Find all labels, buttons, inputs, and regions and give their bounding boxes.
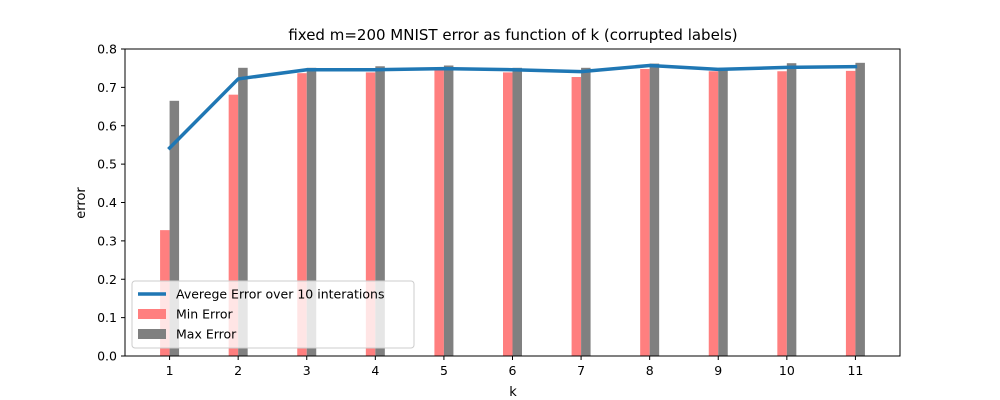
legend-box bbox=[131, 280, 415, 349]
y-tick-label: 0.3 bbox=[97, 233, 117, 248]
bar-max-error-8 bbox=[649, 63, 660, 357]
bar-max-error-2 bbox=[238, 67, 248, 357]
bar-min-error-2 bbox=[228, 94, 239, 356]
y-tick-label: 0.5 bbox=[97, 157, 117, 172]
x-axis: 1 2 3 4 5 6 7 8 9 10 11 bbox=[166, 356, 863, 378]
bar-min-error-3 bbox=[297, 73, 307, 357]
y-axis-label: error bbox=[74, 187, 89, 219]
bar-max-error-9 bbox=[718, 67, 728, 357]
line-layer bbox=[167, 63, 858, 151]
legend: Averege Error over 10 interations Min Err… bbox=[131, 280, 415, 349]
legend-label-max-error: Max Error bbox=[176, 327, 237, 342]
bar-max-error-10 bbox=[786, 63, 797, 356]
y-tick-label: 0.0 bbox=[97, 349, 117, 364]
x-tick-label: 2 bbox=[234, 363, 242, 378]
chart-title: fixed m=200 MNIST error as function of k… bbox=[288, 26, 737, 44]
bar-min-error-4 bbox=[365, 72, 376, 356]
x-tick-label: 11 bbox=[847, 363, 863, 378]
x-tick-label: 7 bbox=[577, 363, 585, 378]
legend-label-min-error: Min Error bbox=[176, 307, 233, 322]
y-axis: 0.0 0.1 0.2 0.3 0.4 0.5 0.6 0.7 0.8 bbox=[97, 42, 125, 364]
x-tick-label: 1 bbox=[166, 363, 174, 378]
bar-min-error-6 bbox=[503, 72, 513, 356]
x-tick-label: 3 bbox=[303, 363, 311, 378]
x-tick-label: 8 bbox=[646, 363, 654, 378]
x-tick-label: 10 bbox=[779, 363, 795, 378]
bar-min-error-10 bbox=[777, 71, 787, 356]
bar-min-error-5 bbox=[434, 70, 444, 356]
legend-swatch-max-error bbox=[138, 329, 166, 339]
y-tick-label: 0.4 bbox=[97, 195, 117, 210]
series-line-average-error bbox=[167, 63, 858, 151]
x-axis-label: k bbox=[509, 385, 517, 400]
bar-min-error-11 bbox=[845, 70, 856, 356]
x-tick-label: 9 bbox=[714, 363, 722, 378]
bar-min-error-9 bbox=[708, 71, 719, 356]
bar-min-error-7 bbox=[571, 77, 582, 357]
bar-max-error-6 bbox=[512, 67, 522, 357]
y-tick-label: 0.2 bbox=[97, 272, 117, 287]
bar-max-error-4 bbox=[375, 66, 385, 357]
y-tick-label: 0.1 bbox=[97, 310, 117, 325]
legend-swatch-min-error bbox=[138, 309, 166, 319]
legend-label-averege-error-over-10-interations: Averege Error over 10 interations bbox=[176, 287, 384, 302]
bars-layer bbox=[160, 62, 865, 357]
bar-max-error-5 bbox=[443, 65, 454, 356]
x-tick-label: 5 bbox=[440, 363, 448, 378]
y-tick-label: 0.6 bbox=[97, 118, 117, 133]
y-tick-label: 0.7 bbox=[97, 80, 117, 95]
bar-max-error-11 bbox=[855, 62, 865, 356]
x-tick-label: 4 bbox=[371, 363, 379, 378]
bar-max-error-7 bbox=[581, 67, 591, 357]
bar-max-error-1 bbox=[169, 100, 180, 357]
y-tick-label: 0.8 bbox=[97, 42, 117, 57]
x-tick-label: 6 bbox=[509, 363, 517, 378]
bar-max-error-3 bbox=[306, 67, 317, 357]
bar-min-error-8 bbox=[640, 68, 650, 356]
